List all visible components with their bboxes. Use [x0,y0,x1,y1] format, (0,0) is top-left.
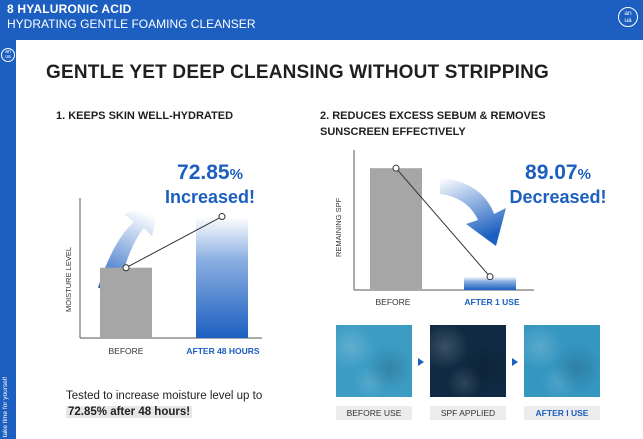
chart2-point-after [486,273,494,281]
header-bar: 8 HYALURONIC ACID HYDRATING GENTLE FOAMI… [0,0,643,40]
section1-stat-word: Increased! [164,187,256,207]
chart2-trend-line [395,167,491,278]
swatch-after-use [524,325,600,397]
chart1-bar-after [196,216,248,338]
sidebar-logo-top: an [5,49,11,55]
chart1-bar-before [100,267,152,338]
section2-title: 2. REDUCES EXCESS SEBUM & REMOVES SUNSCR… [320,108,546,140]
arrow-right-icon [512,358,518,366]
section2-stat-number: 89.07 [525,161,578,184]
page-title: GENTLE YET DEEP CLEANSING WITHOUT STRIPP… [46,62,549,83]
swatch-spf-applied [430,325,506,397]
section2-title-line1: 2. REDUCES EXCESS SEBUM & REMOVES [320,110,546,122]
sidebar-logo-bottom: ua [5,54,11,60]
section1-stat: 72.85% Increased! [158,162,262,208]
section1-stat-unit: % [229,166,243,183]
chart2-bar-after [464,276,516,290]
chart2-x-label-after: AFTER 1 USE [464,297,520,307]
increase-arrow-icon [98,200,160,290]
sidebar: an ua take time for yourself [0,40,16,439]
section1-stat-number: 72.85 [177,161,230,184]
logo-bottom-text: ua [624,17,632,24]
caption-after-use: AFTER I USE [524,406,600,420]
swatch-before-use [336,325,412,397]
section2-y-label: REMAINING SPF [334,197,343,257]
product-line: 8 HYALURONIC ACID [7,2,132,16]
note-line-1: Tested to increase moisture level up to [66,390,263,402]
chart2-x-label-before: BEFORE [375,297,411,307]
section2-title-line2: SUNSCREEN EFFECTIVELY [320,126,466,138]
product-name: HYDRATING GENTLE FOAMING CLEANSER [7,17,256,31]
arrow-right-icon [418,358,424,366]
chart1-x-label-after: AFTER 48 HOURS [186,346,260,356]
brand-logo[interactable]: an ua [618,7,638,27]
section2-stat: 89.07% Decreased! [506,162,610,208]
chart1-point-before [122,264,130,272]
chart1-point-after [218,213,226,221]
section2-stat-unit: % [577,166,591,183]
section1-note: Tested to increase moisture level up to … [66,388,262,420]
sidebar-logo[interactable]: an ua [1,48,15,62]
caption-spf-applied: SPF APPLIED [430,406,506,420]
chart2-point-before [392,164,400,172]
caption-before-use: BEFORE USE [336,406,412,420]
chart1-x-label-before: BEFORE [108,346,144,356]
decrease-arrow-icon [440,178,506,246]
chart2-bar-before [370,168,422,290]
chart1-trend-line [125,216,223,269]
section1-title: 1. KEEPS SKIN WELL-HYDRATED [56,110,234,122]
section2-stat-word: Decreased! [509,187,607,207]
note-line-2: 72.85% after 48 hours! [66,406,193,418]
logo-top-text: an [624,10,632,17]
